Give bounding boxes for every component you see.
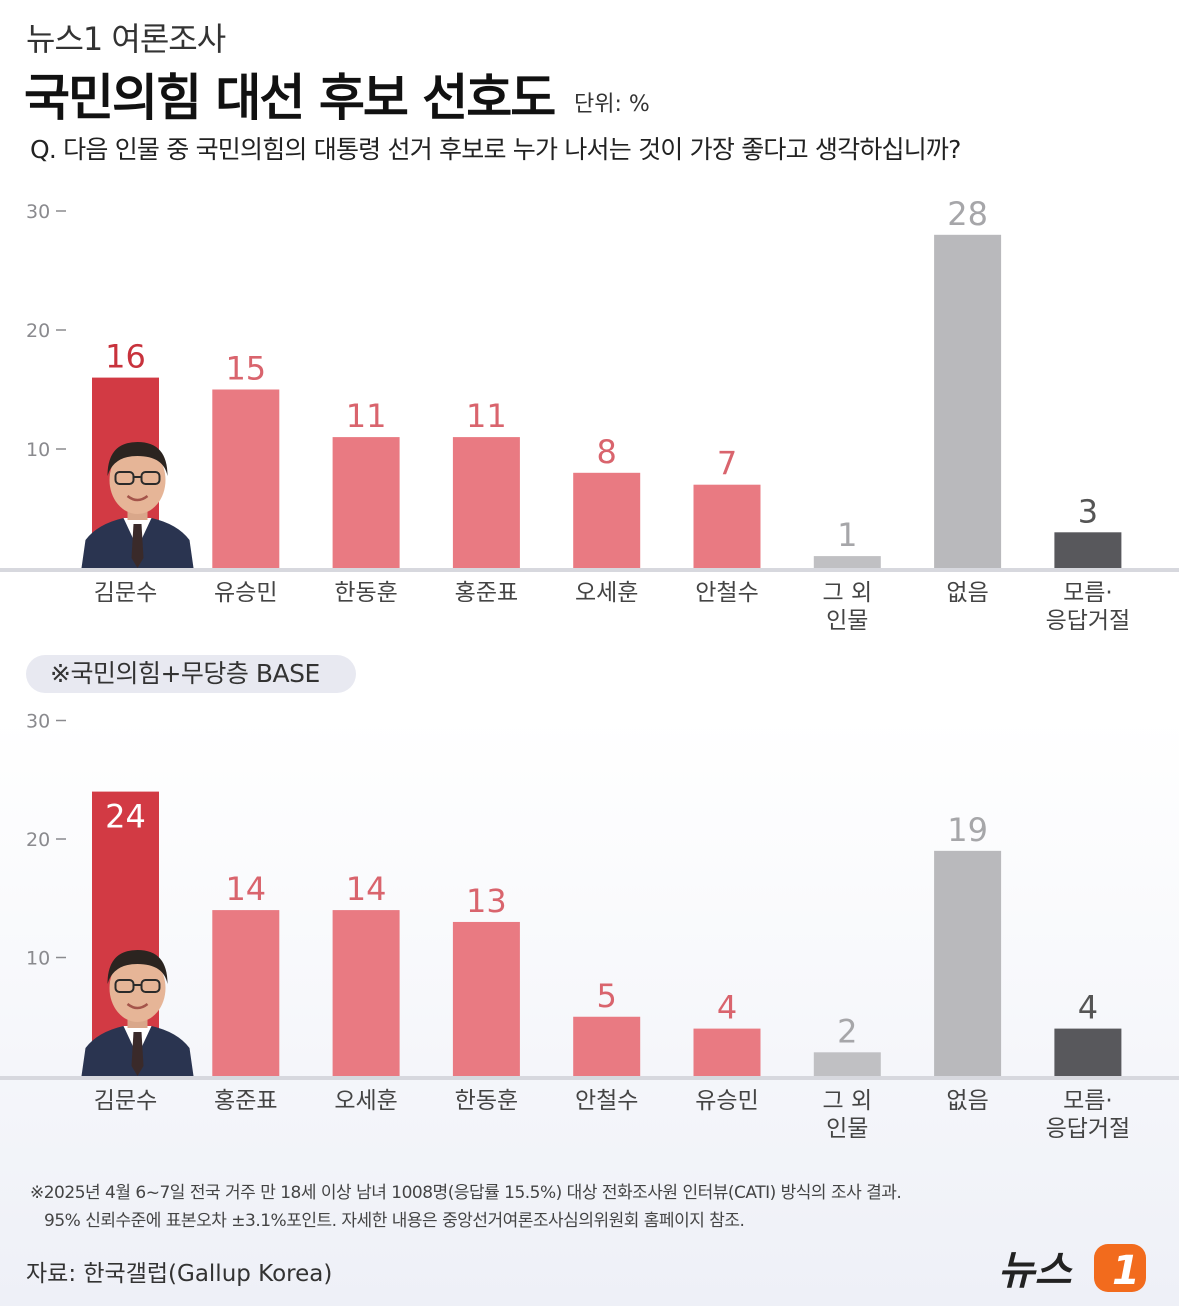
- bar: [1054, 532, 1122, 568]
- bar: [573, 472, 641, 568]
- header-subtitle: 뉴스1 여론조사: [26, 20, 226, 58]
- data-label: 4: [717, 989, 737, 1027]
- data-label: 24: [105, 798, 146, 836]
- source-credit: 자료: 한국갤럽(Gallup Korea): [26, 1261, 333, 1287]
- y-tick-label: 30: [26, 711, 50, 733]
- candidate-photo: [81, 950, 194, 1076]
- category-label: 홍준표: [455, 580, 518, 606]
- y-tick-label: 10: [26, 948, 50, 970]
- bar: [573, 1016, 641, 1076]
- data-label: 11: [466, 397, 507, 435]
- unit-label: 단위: %: [574, 92, 650, 117]
- data-label: 2: [837, 1012, 857, 1050]
- data-label: 13: [466, 882, 507, 920]
- category-label: 김문수: [94, 1088, 157, 1114]
- y-tick-label: 20: [26, 829, 50, 851]
- category-label: 모름·: [1063, 580, 1113, 606]
- chart-top: 10 20 30 16 김문수 15 유승민 11 한동훈 11 홍준표 8 오세훈 7 안철수 1 그 외인물…: [0, 195, 1179, 634]
- data-label: 16: [105, 338, 146, 376]
- data-label: 28: [947, 195, 988, 233]
- category-label: 인물: [826, 608, 868, 634]
- bar: [452, 437, 520, 568]
- base-label: ※국민의힘+무당층 BASE: [26, 655, 356, 693]
- data-label: 3: [1078, 492, 1098, 530]
- category-label: 한동훈: [334, 580, 397, 606]
- candidate-photo: [81, 442, 194, 568]
- bar: [934, 234, 1002, 569]
- bar: [813, 1052, 881, 1076]
- news1-logo: 뉴스 1: [998, 1244, 1146, 1294]
- y-tick-label: 10: [26, 439, 50, 461]
- category-label: 홍준표: [214, 1088, 277, 1114]
- data-label: 15: [225, 350, 266, 388]
- category-label: 안철수: [575, 1088, 638, 1114]
- logo-mark-number: 1: [1112, 1248, 1140, 1294]
- category-label: 응답거절: [1046, 608, 1131, 634]
- logo-text: 뉴스: [998, 1248, 1074, 1294]
- data-label: 7: [717, 445, 737, 483]
- category-label: 안철수: [695, 580, 758, 606]
- bar: [693, 1028, 761, 1076]
- chart-bottom: 10 20 30 24 김문수 14 홍준표 14 오세훈 13 한동훈 5 안철수 4 유승민 2 그 외인물…: [0, 711, 1179, 1142]
- logo-mark: [1094, 1244, 1146, 1292]
- bar: [212, 910, 280, 1076]
- category-label: 모름·: [1063, 1088, 1113, 1114]
- category-label: 인물: [826, 1116, 868, 1142]
- data-label: 5: [597, 977, 617, 1015]
- bar: [332, 437, 400, 568]
- survey-question: Q. 다음 인물 중 국민의힘의 대통령 선거 후보로 누가 나서는 것이 가장…: [30, 135, 961, 164]
- category-label: 그 외: [822, 580, 872, 606]
- bar: [813, 556, 881, 568]
- category-label: 없음: [946, 580, 988, 606]
- data-label: 19: [947, 811, 988, 849]
- bar: [452, 921, 520, 1076]
- category-label: 없음: [946, 1088, 988, 1114]
- page-title: 국민의힘 대선 후보 선호도: [24, 69, 556, 127]
- data-label: 8: [597, 433, 617, 471]
- data-label: 14: [225, 870, 266, 908]
- bar: [332, 910, 400, 1076]
- category-label: 오세훈: [334, 1088, 397, 1114]
- bar: [1054, 1028, 1122, 1076]
- data-label: 11: [346, 397, 387, 435]
- footnote-line-1: ※2025년 4월 6~7일 전국 거주 만 18세 이상 남녀 1008명(응…: [30, 1183, 902, 1203]
- footnote-line-2: 95% 신뢰수준에 표본오차 ±3.1%포인트. 자세한 내용은 중앙선거여론조…: [44, 1211, 745, 1231]
- data-label: 14: [346, 870, 387, 908]
- category-label: 유승민: [695, 1088, 758, 1114]
- data-label: 4: [1078, 989, 1098, 1027]
- category-label: 한동훈: [455, 1088, 518, 1114]
- y-tick-label: 30: [26, 201, 50, 223]
- category-label: 오세훈: [575, 580, 638, 606]
- bar: [212, 389, 280, 568]
- baseline-axis: [0, 568, 1179, 572]
- baseline-axis: [0, 1076, 1179, 1080]
- data-label: 1: [837, 516, 857, 554]
- category-label: 유승민: [214, 580, 277, 606]
- bar: [934, 850, 1002, 1076]
- y-tick-label: 20: [26, 320, 50, 342]
- category-label: 김문수: [94, 580, 157, 606]
- category-label: 그 외: [822, 1088, 872, 1114]
- bar: [693, 484, 761, 568]
- category-label: 응답거절: [1046, 1116, 1131, 1142]
